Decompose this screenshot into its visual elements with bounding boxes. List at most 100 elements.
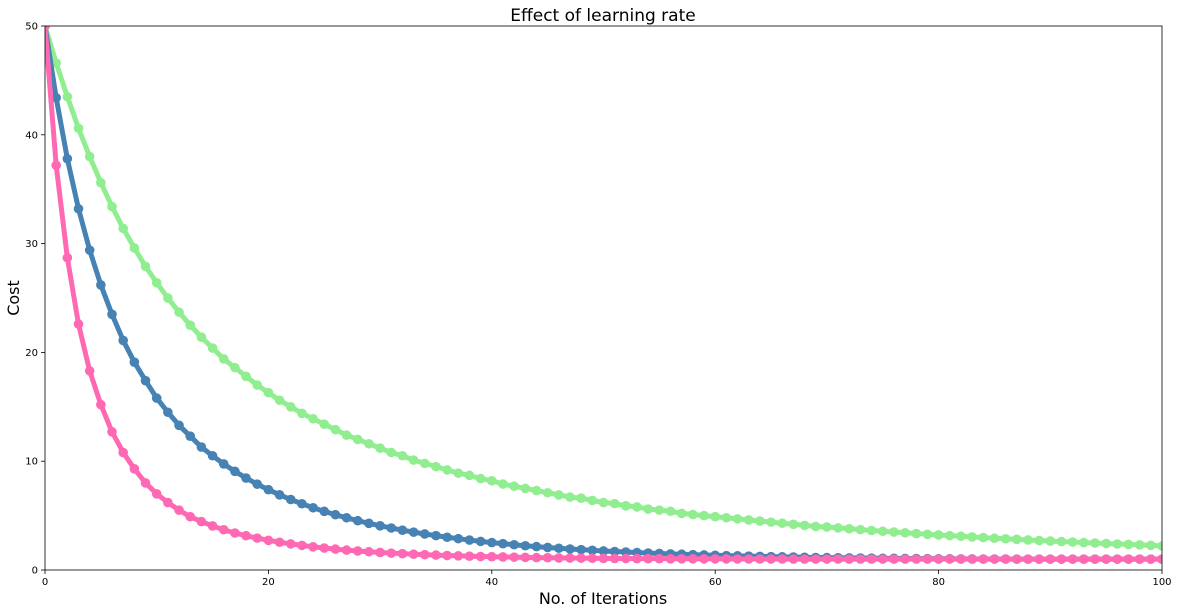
data-point — [576, 493, 586, 503]
data-point — [643, 553, 653, 564]
data-point — [576, 544, 586, 555]
data-point — [241, 530, 251, 541]
data-point — [777, 554, 788, 564]
data-point — [576, 553, 586, 563]
y-tick-label: 40 — [25, 130, 38, 141]
data-point — [51, 58, 61, 68]
data-point — [665, 506, 676, 517]
data-point — [419, 529, 430, 539]
data-point — [118, 335, 128, 346]
data-point — [542, 552, 553, 563]
data-point — [140, 478, 151, 488]
data-point — [84, 245, 95, 255]
data-point — [230, 466, 240, 477]
data-point — [341, 512, 352, 523]
data-point — [252, 479, 263, 489]
data-point — [509, 552, 519, 562]
y-tick-label: 10 — [25, 457, 38, 468]
data-point — [944, 530, 955, 541]
data-point — [297, 540, 307, 551]
data-point — [1023, 554, 1033, 564]
data-point — [922, 554, 933, 564]
data-point — [699, 510, 709, 521]
data-point — [252, 380, 263, 390]
data-point — [330, 544, 341, 554]
data-point — [263, 387, 274, 398]
data-point — [241, 473, 251, 483]
data-point — [151, 277, 162, 288]
data-point — [520, 483, 531, 494]
data-point — [487, 537, 497, 548]
data-point — [107, 309, 117, 320]
data-point — [352, 434, 363, 445]
data-point — [1090, 538, 1100, 548]
x-tick-label: 40 — [485, 577, 498, 588]
data-point — [587, 553, 598, 564]
data-point — [96, 399, 106, 410]
data-point — [1011, 534, 1022, 545]
data-point — [375, 521, 385, 531]
x-tick-label: 80 — [932, 577, 945, 588]
data-point — [431, 550, 441, 560]
data-point — [386, 447, 397, 458]
y-tick-label: 0 — [32, 566, 38, 577]
data-point — [274, 490, 285, 500]
data-point — [565, 544, 575, 554]
data-point — [1034, 535, 1044, 546]
plot-frame — [44, 25, 1163, 571]
data-point — [397, 548, 408, 559]
data-point — [565, 492, 575, 502]
data-point — [922, 529, 933, 540]
data-point — [1134, 554, 1145, 564]
data-point — [274, 395, 285, 406]
data-point — [397, 450, 408, 461]
data-point — [822, 522, 832, 532]
data-point — [51, 93, 61, 103]
data-point — [263, 484, 274, 495]
data-point — [833, 523, 843, 533]
data-point — [475, 551, 486, 562]
data-point — [185, 511, 196, 522]
y-axis: 0 10 20 30 40 50 — [25, 22, 45, 577]
data-point — [1067, 554, 1078, 564]
data-point — [375, 547, 385, 558]
data-point — [944, 554, 955, 564]
data-point — [699, 554, 709, 564]
data-point — [877, 554, 888, 564]
data-point — [408, 455, 419, 465]
data-point — [431, 461, 441, 472]
data-point — [185, 320, 196, 331]
data-point — [844, 554, 855, 564]
data-point — [118, 447, 128, 458]
data-point — [252, 533, 263, 543]
data-point — [721, 554, 732, 564]
data-point — [989, 533, 1000, 544]
data-point — [743, 515, 754, 525]
data-point — [1011, 554, 1022, 564]
data-point — [107, 201, 117, 212]
data-point — [174, 420, 184, 431]
data-point — [196, 332, 207, 342]
data-point — [1023, 535, 1033, 545]
data-point — [609, 498, 620, 509]
data-point — [542, 487, 553, 498]
data-point — [855, 554, 866, 564]
data-point — [62, 153, 73, 164]
data-point — [788, 554, 799, 564]
data-point — [911, 528, 922, 539]
data-point — [375, 443, 385, 453]
data-point — [1079, 537, 1089, 548]
data-point — [755, 516, 765, 526]
data-point — [933, 530, 944, 540]
data-point — [810, 554, 821, 564]
data-point — [587, 545, 598, 556]
data-point — [509, 539, 519, 550]
data-point — [129, 357, 140, 367]
data-point — [721, 512, 732, 523]
data-point — [1045, 536, 1056, 546]
data-point — [230, 362, 240, 373]
data-point — [654, 553, 665, 564]
data-point — [520, 540, 531, 551]
data-point — [163, 407, 173, 418]
data-point — [319, 543, 330, 553]
